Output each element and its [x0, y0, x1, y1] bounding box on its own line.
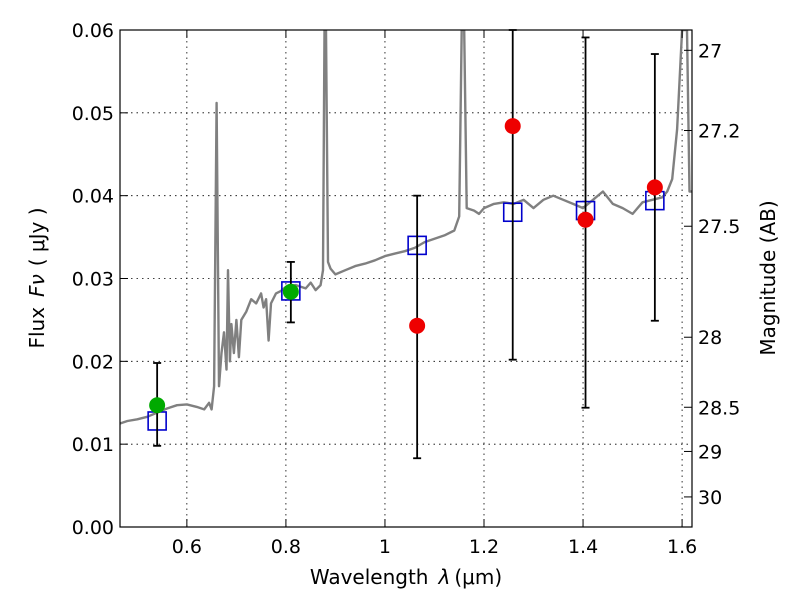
y-tick-label: 0.03: [72, 269, 114, 291]
x-tick-label: 0.8: [271, 536, 301, 558]
y-axis-label: Flux: [25, 307, 49, 349]
flux-point: [577, 211, 594, 228]
x-axis-unit: (μm): [454, 565, 502, 589]
y-tick-label: 0.04: [72, 186, 114, 208]
y2-tick-label: 28.5: [698, 397, 740, 419]
x-tick-label: 1.6: [667, 536, 697, 558]
y-axis: 0.00 0.01 0.02 0.03 0.04 0.05 0.06: [72, 20, 128, 539]
x-tick-label: 1.2: [469, 536, 499, 558]
flux-point: [504, 118, 521, 135]
y2-axis: 27 27.2 27.5 28 28.5 29 30: [684, 40, 740, 509]
y-axis-symbol: Fν: [25, 274, 49, 297]
y2-axis-title: Magnitude (AB): [756, 200, 780, 355]
flux-point: [646, 179, 663, 196]
plot-area: [120, 30, 692, 425]
y2-tick-label: 27.5: [698, 216, 740, 238]
x-tick-label: 0.6: [172, 536, 202, 558]
y2-tick-label: 29: [698, 441, 722, 463]
x-axis: 0.6 0.8 1 1.2 1.4 1.6: [172, 30, 697, 558]
flux-point: [409, 317, 426, 334]
y2-tick-label: 27.2: [698, 121, 740, 143]
grid: [120, 30, 692, 527]
flux-point: [149, 397, 166, 414]
y-tick-label: 0.06: [72, 20, 114, 42]
data-points: [147, 29, 665, 460]
x-tick-label: 1.4: [568, 536, 598, 558]
y-tick-label: 0.01: [72, 434, 114, 456]
y2-tick-label: 30: [698, 487, 722, 509]
y2-tick-label: 27: [698, 40, 722, 62]
flux-point: [282, 283, 299, 300]
x-tick-label: 1: [379, 536, 391, 558]
y-tick-label: 0.02: [72, 351, 114, 373]
x-axis-title: Wavelength λ (μm): [310, 565, 502, 589]
y-tick-label: 0.05: [72, 103, 114, 125]
x-axis-symbol: λ: [438, 565, 451, 589]
y-tick-label: 0.00: [72, 517, 114, 539]
y-axis-title: Flux Fν ( μJy ): [25, 207, 49, 348]
y2-tick-label: 28: [698, 327, 722, 349]
x-axis-label: Wavelength: [310, 565, 429, 589]
sed-line: [120, 30, 692, 425]
y-axis-unit: ( μJy ): [25, 207, 49, 266]
